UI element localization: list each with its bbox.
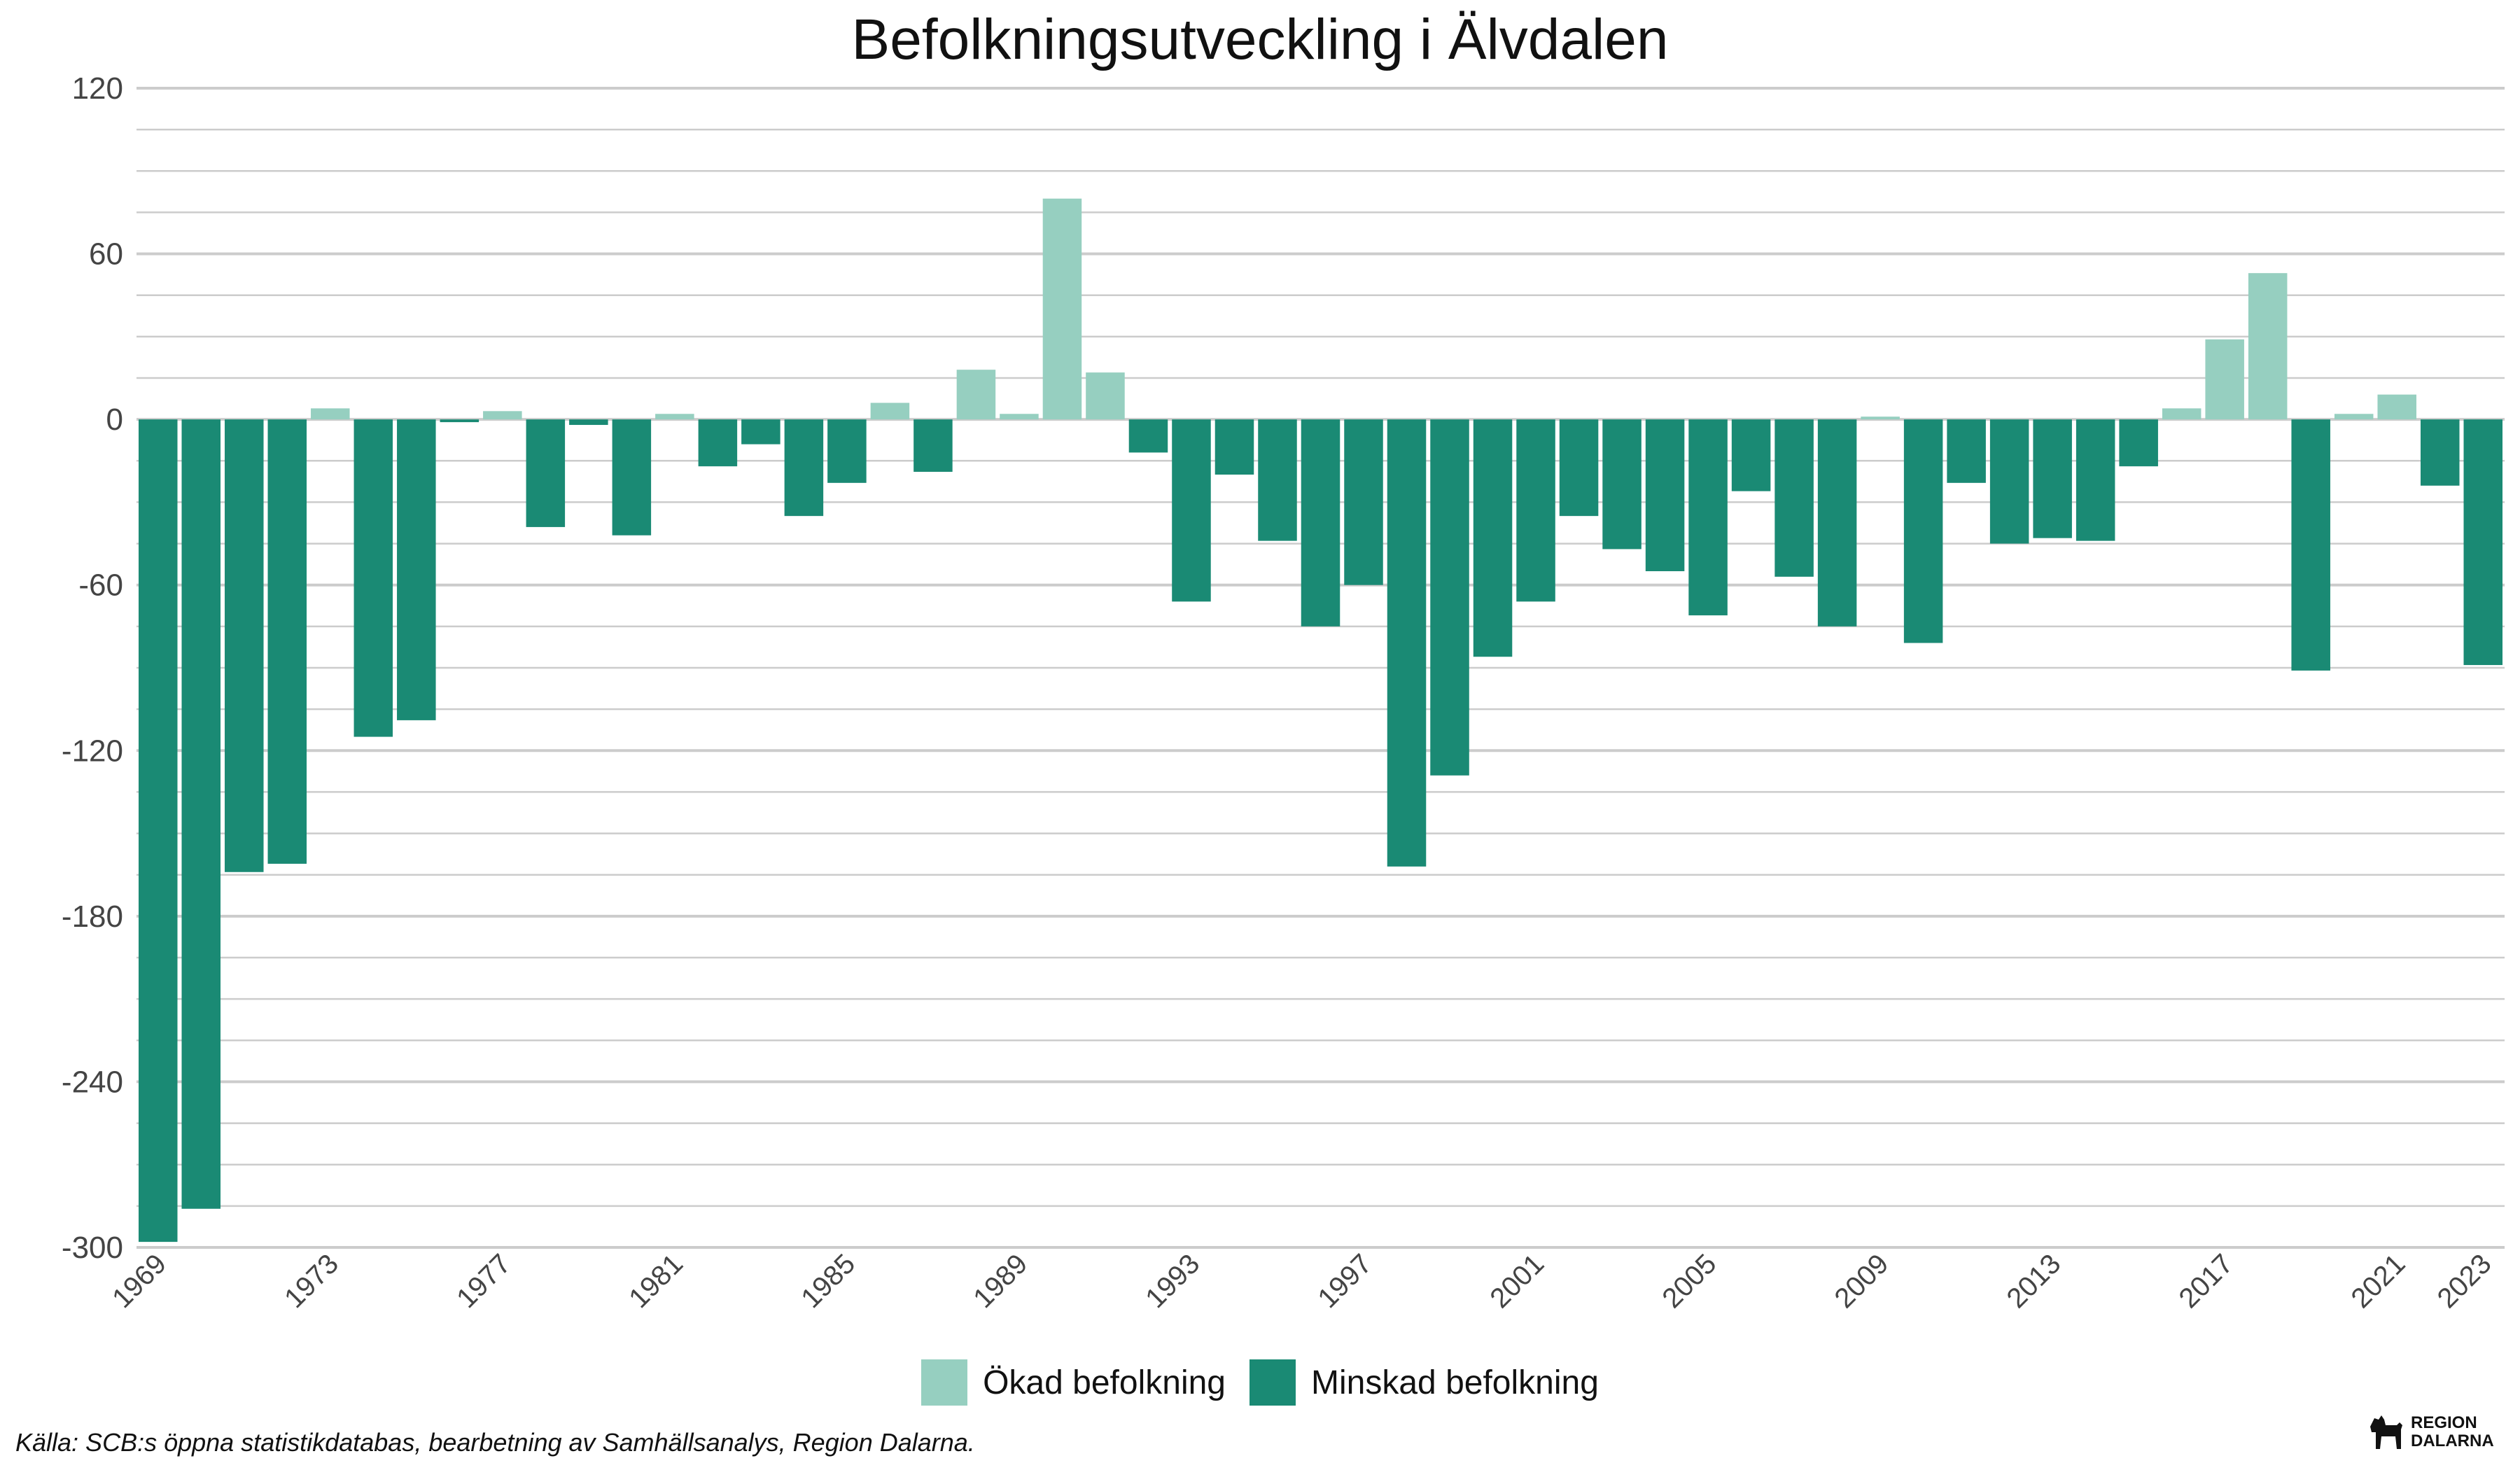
x-axis-ticks: 1969 1973 1977 1981 1985 1989 1993 1997 2001 2005… (106, 1248, 2498, 1314)
bar-1998 (1387, 419, 1427, 867)
x-tick-label: 2001 (1484, 1248, 1550, 1314)
legend-swatch-decrease (1250, 1359, 1296, 1406)
bar-1996 (1301, 419, 1340, 626)
y-axis-ticks: 120 60 0 -60 -120 -180 -240 -300 (62, 71, 123, 1265)
bar-2013 (2033, 419, 2072, 538)
bar-1979 (569, 419, 608, 426)
bar-1983 (741, 419, 780, 444)
bar-2022 (2420, 419, 2460, 486)
x-tick-label: 1981 (623, 1248, 689, 1314)
bar-2010 (1903, 419, 1943, 643)
bar-1987 (913, 419, 953, 472)
x-tick-label: 1973 (279, 1248, 344, 1314)
bar-1988 (956, 370, 996, 420)
source-note: Källa: SCB:s öppna statistikdatabas, bea… (15, 1428, 975, 1457)
bar-2011 (1947, 419, 1986, 483)
bar-2004 (1645, 419, 1685, 571)
bar-2016 (2162, 408, 2202, 420)
bar-2020 (2334, 414, 2374, 420)
bar-2007 (1774, 419, 1814, 577)
legend-item-decrease: Minskad befolkning (1250, 1359, 1599, 1406)
x-tick-label: 2005 (1656, 1248, 1722, 1314)
bar-1993 (1172, 419, 1211, 602)
bar-1972 (267, 419, 307, 864)
bar-2005 (1688, 419, 1728, 616)
bar-1990 (1042, 198, 1082, 420)
y-tick-label: 120 (72, 71, 123, 106)
bar-2001 (1516, 419, 1555, 602)
logo-line-2: DALARNA (2411, 1432, 2494, 1450)
bar-2019 (2291, 419, 2330, 671)
dala-horse-icon (2370, 1415, 2402, 1449)
x-tick-label: 1977 (451, 1248, 517, 1314)
bar-1980 (612, 419, 652, 536)
y-tick-label: 0 (106, 402, 123, 437)
bar-2014 (2076, 419, 2115, 541)
bar-1995 (1258, 419, 1297, 541)
bar-2021 (2377, 394, 2416, 420)
legend-swatch-increase (921, 1359, 968, 1406)
legend-item-increase: Ökad befolkning (921, 1359, 1226, 1406)
bar-1970 (181, 419, 221, 1209)
bar-1978 (526, 419, 566, 527)
region-dalarna-logo: REGION DALARNA (2365, 1411, 2494, 1453)
bar-1991 (1086, 372, 1125, 420)
bar-1976 (440, 419, 479, 423)
bar-1992 (1128, 419, 1168, 453)
bar-1989 (1000, 414, 1039, 420)
bar-1982 (698, 419, 738, 467)
bar-1973 (311, 408, 350, 420)
x-tick-label: 1993 (1140, 1248, 1205, 1314)
bar-1984 (784, 419, 824, 517)
bar-1997 (1344, 419, 1383, 585)
bar-2018 (2248, 273, 2288, 420)
bar-1986 (870, 402, 910, 420)
bar-1981 (655, 414, 694, 420)
bar-1975 (397, 419, 436, 720)
bar-2008 (1817, 419, 1857, 626)
x-tick-label: 2009 (1828, 1248, 1894, 1314)
bar-1971 (225, 419, 264, 872)
x-tick-label: 1989 (967, 1248, 1033, 1314)
bar-1974 (354, 419, 393, 737)
bar-2000 (1473, 419, 1513, 657)
y-tick-label: 60 (89, 237, 123, 272)
bar-2017 (2205, 339, 2244, 420)
x-tick-label: 2013 (2001, 1248, 2066, 1314)
bar-2002 (1559, 419, 1599, 517)
x-tick-label: 2021 (2346, 1248, 2412, 1314)
logo-line-1: REGION (2411, 1413, 2477, 1432)
x-tick-label: 1985 (795, 1248, 861, 1314)
y-tick-label: -180 (62, 899, 123, 934)
bar-1985 (827, 419, 867, 483)
bar-2003 (1602, 419, 1642, 550)
bar-1977 (483, 411, 522, 420)
bar-2023 (2463, 419, 2502, 666)
bar-1999 (1430, 419, 1469, 776)
bar-2012 (1989, 419, 2029, 544)
legend-label-increase: Ökad befolkning (983, 1364, 1226, 1401)
bar-2006 (1731, 419, 1771, 491)
chart-title: Befolkningsutveckling i Älvdalen (851, 8, 1669, 71)
grid-lines (136, 87, 2505, 1249)
legend-label-decrease: Minskad befolkning (1311, 1364, 1599, 1401)
bar-1969 (139, 419, 178, 1242)
bar-1994 (1214, 419, 1254, 475)
bar-2009 (1861, 416, 1900, 420)
x-tick-label: 2017 (2174, 1248, 2239, 1314)
y-tick-label: -240 (62, 1065, 123, 1099)
legend: Ökad befolkning Minskad befolkning (0, 1359, 2520, 1406)
y-tick-label: -300 (62, 1231, 123, 1265)
bars (139, 198, 2502, 1242)
x-tick-label: 1997 (1312, 1248, 1378, 1314)
y-tick-label: -60 (78, 568, 123, 603)
x-tick-label: 2023 (2432, 1248, 2498, 1314)
y-tick-label: -120 (62, 734, 123, 768)
bar-2015 (2119, 419, 2158, 467)
